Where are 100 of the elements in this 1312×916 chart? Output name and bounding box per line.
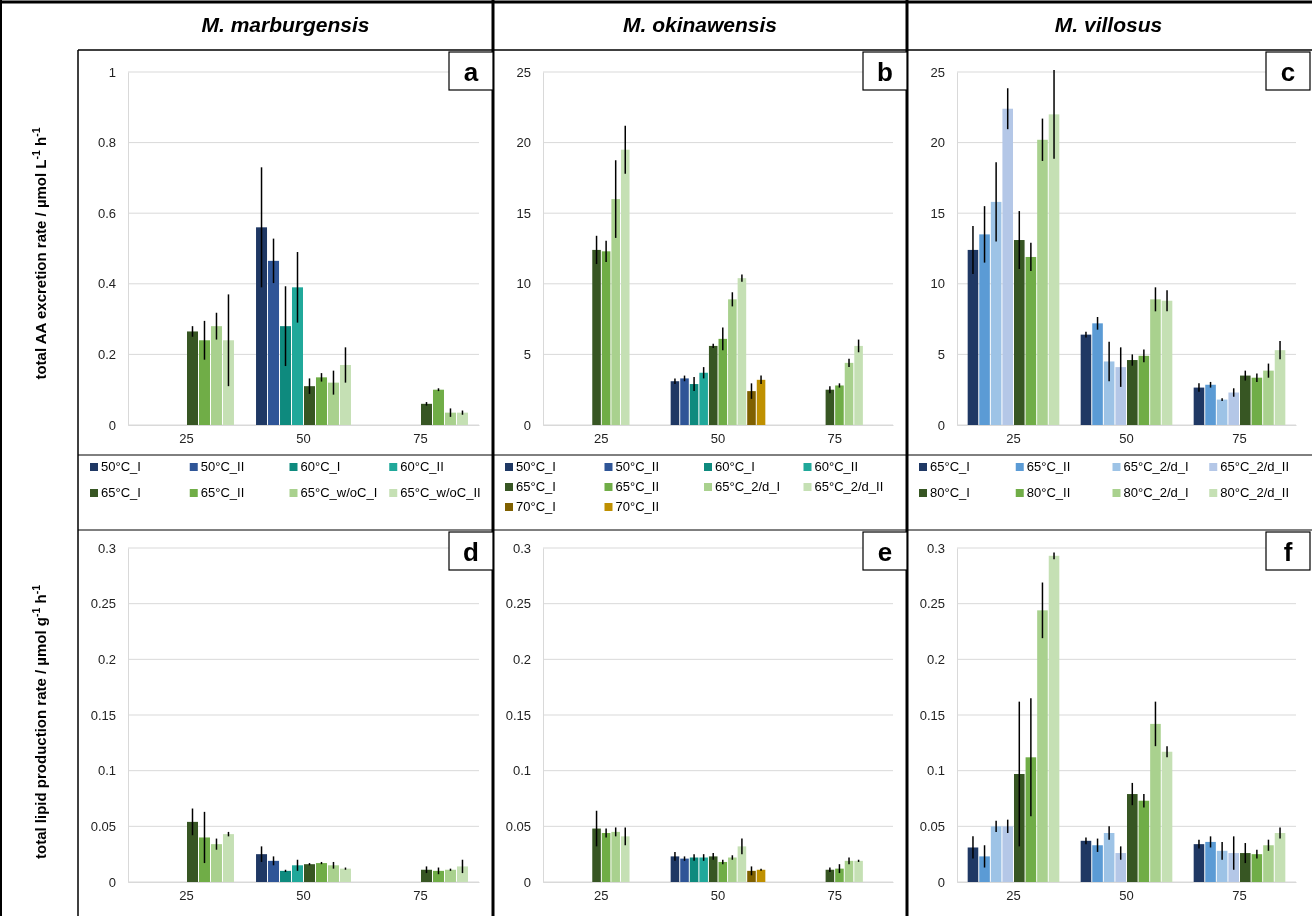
bar <box>456 412 468 425</box>
bar <box>1037 139 1048 425</box>
bar <box>456 866 468 882</box>
bar <box>699 857 708 882</box>
bar <box>1048 114 1060 425</box>
bar <box>1228 853 1239 882</box>
bar <box>611 199 620 425</box>
bar <box>421 403 432 425</box>
y-tick-label: 0.25 <box>90 596 116 612</box>
bar <box>222 340 234 425</box>
bar <box>979 856 990 882</box>
y-tick-label: 1 <box>108 64 116 80</box>
bar <box>187 821 198 882</box>
y-tick-label: 0.05 <box>90 818 116 834</box>
y-tick-label: 10 <box>930 276 945 292</box>
bar <box>718 861 728 882</box>
bar <box>1150 299 1161 425</box>
bar <box>432 389 444 425</box>
bar <box>339 364 351 425</box>
y-tick-label: 0.2 <box>926 651 945 667</box>
bar <box>1127 360 1138 425</box>
y-tick-label: 25 <box>516 64 531 80</box>
legend-label: 80°C_2/d_II <box>1220 485 1290 500</box>
bar <box>1002 108 1013 425</box>
legend-label: 65°C_2/d_I <box>715 479 781 494</box>
y-tick-label: 0.15 <box>90 707 116 723</box>
y-tick-label: 0.3 <box>926 540 945 556</box>
bar <box>1080 840 1092 882</box>
y-tick-label: 0 <box>523 417 531 433</box>
bar <box>256 854 268 882</box>
y-tick-label: 0 <box>108 874 116 890</box>
legend-label: 65°C_I <box>101 485 141 500</box>
chart-title: M. okinawensis <box>622 13 778 36</box>
bar <box>620 836 630 882</box>
bar <box>728 299 737 425</box>
x-tick-label: 25 <box>594 431 609 447</box>
x-tick-label: 50 <box>710 888 726 904</box>
x-tick-label: 75 <box>827 888 842 904</box>
bar <box>1092 323 1103 425</box>
legend-label: 65°C_II <box>200 485 245 500</box>
x-tick-label: 75 <box>413 431 428 447</box>
bar <box>747 391 756 425</box>
bar <box>1127 794 1138 882</box>
bar <box>421 869 432 882</box>
bar <box>835 385 844 425</box>
legend-label: 80°C_I <box>930 485 970 500</box>
y-tick-label: 0.05 <box>919 818 945 834</box>
legend-label: 60°C_II <box>400 459 444 474</box>
legend-label: 65°C_2/d_I <box>1123 459 1189 474</box>
bar <box>268 860 280 882</box>
bar <box>1263 370 1274 425</box>
bar <box>444 869 456 882</box>
bar <box>256 227 268 425</box>
bar <box>844 362 854 425</box>
y-tick-label: 0.2 <box>97 347 116 363</box>
bar <box>1048 555 1060 882</box>
y-tick-label: 0.1 <box>512 763 531 779</box>
bar <box>327 382 339 425</box>
chart-title: M. marburgensis <box>201 13 370 36</box>
legend-label: 50°C_II <box>200 459 245 474</box>
bar <box>210 844 222 882</box>
bar <box>737 278 747 425</box>
bar <box>670 856 680 882</box>
x-tick-label: 50 <box>296 888 311 904</box>
bar <box>825 389 835 425</box>
legend-label: 65°C_II <box>1026 459 1071 474</box>
x-tick-label: 50 <box>1119 431 1134 447</box>
bar <box>756 379 766 425</box>
bar <box>339 868 351 882</box>
y-tick-label: 0 <box>937 417 945 433</box>
annotation: e <box>877 537 893 567</box>
legend-label: 65°C_I <box>930 459 970 474</box>
x-tick-label: 50 <box>710 431 726 447</box>
bar <box>1216 399 1228 425</box>
bar <box>699 372 708 425</box>
bar <box>1092 845 1103 882</box>
bar <box>854 860 863 882</box>
y-tick-label: 15 <box>930 205 945 221</box>
x-tick-label: 25 <box>1006 888 1021 904</box>
legend-label: 60°C_I <box>715 459 755 474</box>
y-tick-label: 0.25 <box>505 596 531 612</box>
bar <box>280 870 292 882</box>
bar <box>1037 610 1048 882</box>
x-tick-label: 25 <box>179 431 194 447</box>
bar <box>444 412 456 425</box>
annotation: c <box>1280 57 1296 87</box>
y-tick-label: 0.1 <box>926 763 945 779</box>
bar <box>718 338 728 425</box>
bar <box>187 331 198 425</box>
y-tick-label: 10 <box>516 276 531 292</box>
bar <box>844 860 854 882</box>
bar <box>1161 300 1173 425</box>
annotation: d <box>463 537 479 567</box>
bar <box>1251 854 1263 882</box>
bar <box>680 858 689 882</box>
bar <box>198 340 210 425</box>
y-tick-label: 0.15 <box>505 707 531 723</box>
legend-label: 65°C_2/d_II <box>1220 459 1290 474</box>
bar <box>708 345 718 425</box>
bar <box>1274 833 1286 882</box>
